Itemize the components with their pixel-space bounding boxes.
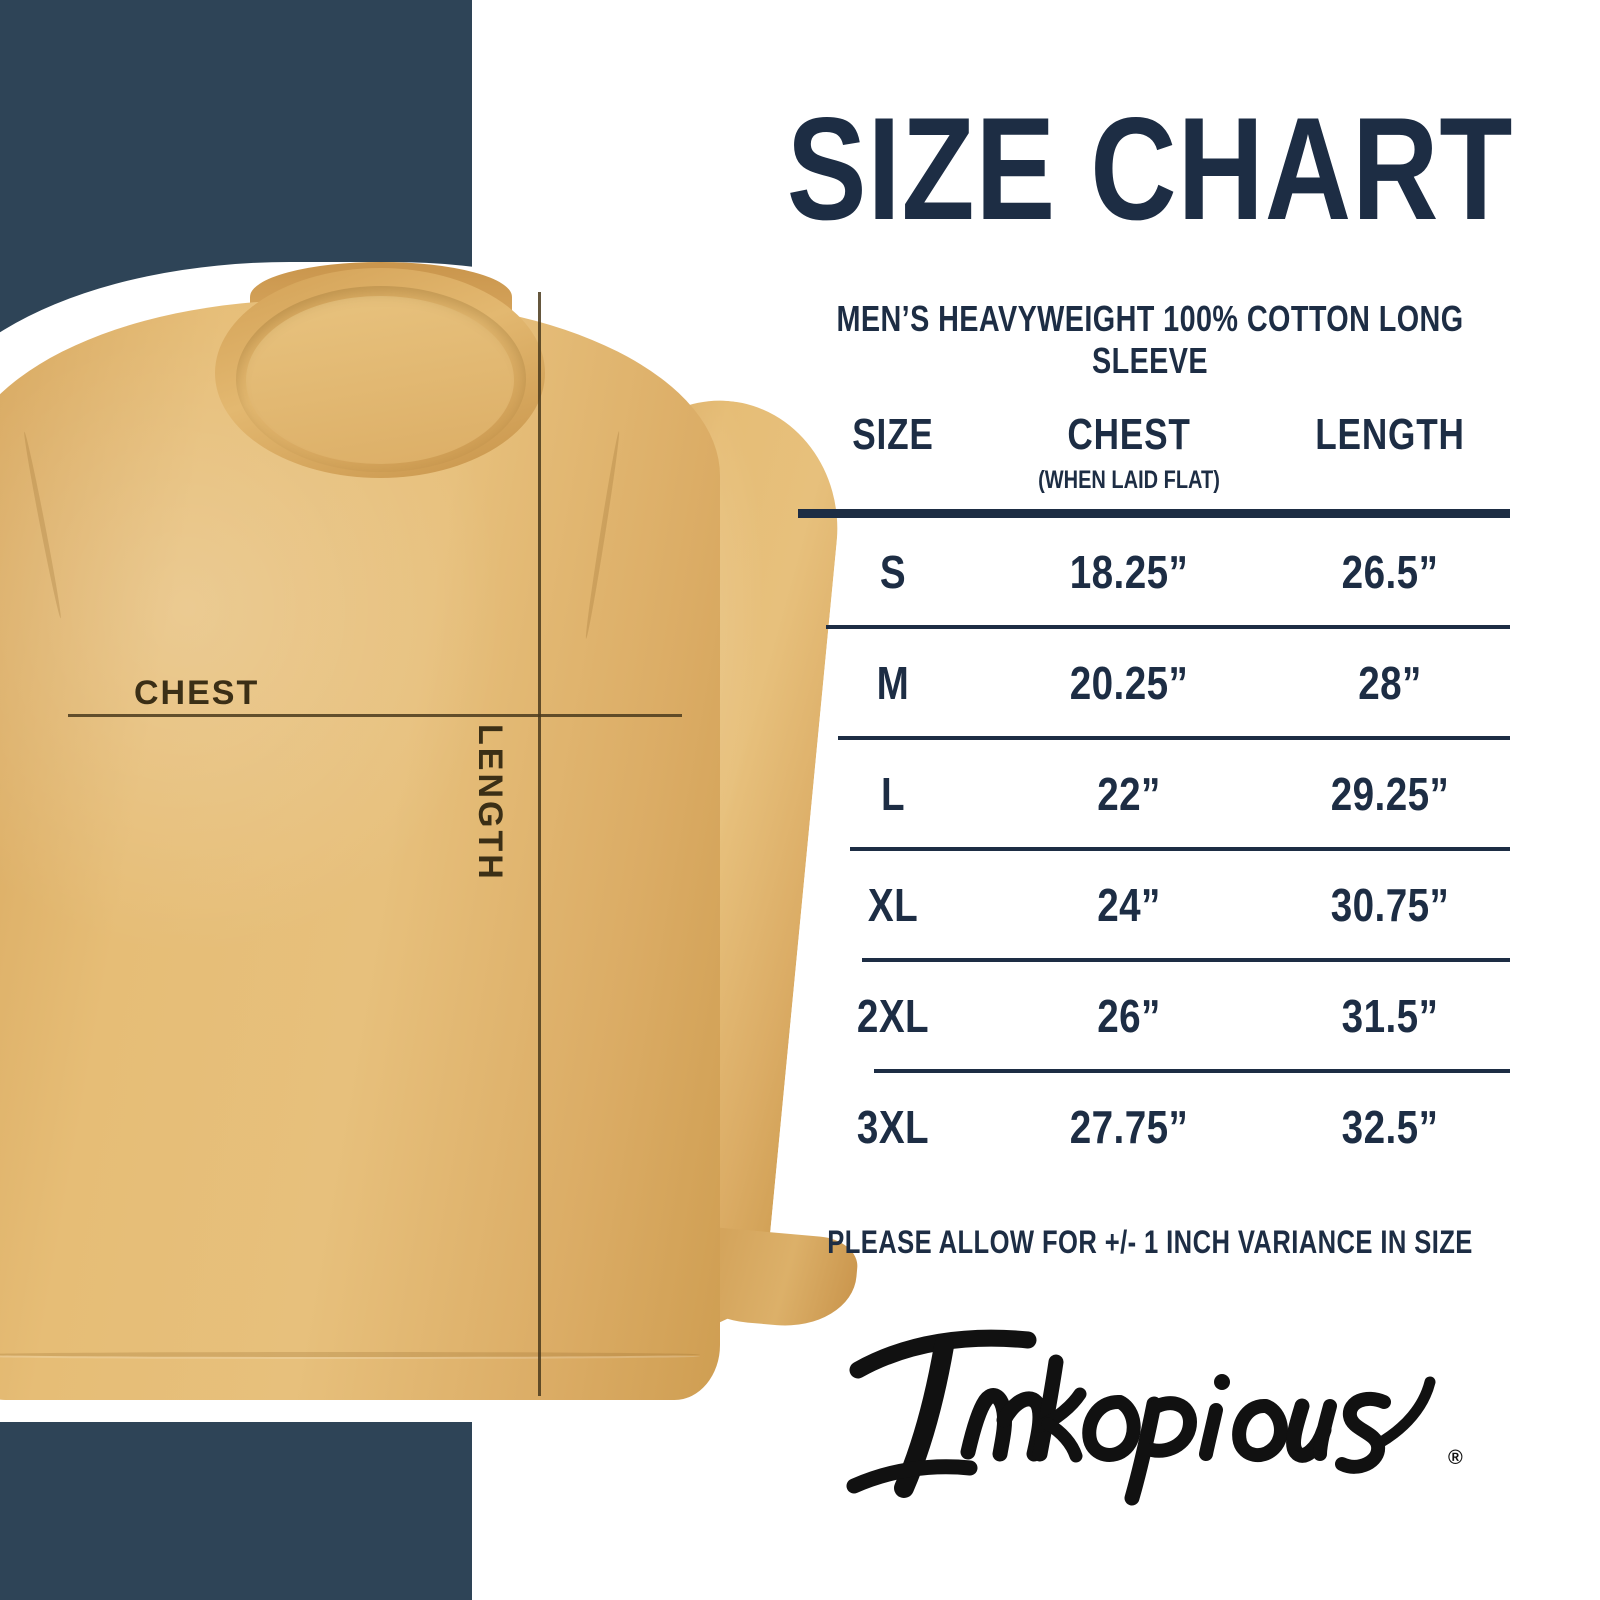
size-chart-table: SIZE CHEST (WHEN LAID FLAT) LENGTH S 18.… — [798, 410, 1510, 1180]
cell-length: 28” — [1358, 656, 1422, 709]
cell-length: 32.5” — [1341, 1100, 1439, 1153]
cell-length: 31.5” — [1341, 989, 1439, 1042]
shirt-collar-opening — [246, 296, 514, 464]
shirt-torso — [0, 300, 720, 1400]
row-divider — [850, 847, 1510, 851]
column-header-size: SIZE — [852, 410, 934, 459]
column-header-chest-sublabel: (WHEN LAID FLAT) — [1038, 466, 1220, 494]
row-divider — [826, 625, 1510, 629]
cell-chest: 27.75” — [1069, 1100, 1189, 1153]
column-header-chest-label: CHEST — [1067, 410, 1191, 459]
shirt-collar-shadow — [236, 286, 526, 472]
header-divider — [798, 509, 1510, 518]
table-row: M 20.25” 28” — [798, 629, 1510, 736]
row-divider — [874, 1069, 1510, 1073]
brand-logo: ® — [818, 1302, 1478, 1522]
cell-length: 30.75” — [1330, 878, 1450, 931]
variance-note: PLEASE ALLOW FOR +/- 1 INCH VARIANCE IN … — [827, 1224, 1473, 1260]
cell-size: S — [879, 545, 907, 598]
table-row: L 22” 29.25” — [798, 740, 1510, 847]
cell-chest: 22” — [1097, 767, 1161, 820]
row-divider — [862, 958, 1510, 962]
shirt-hem — [0, 1352, 700, 1357]
cell-chest: 20.25” — [1069, 656, 1189, 709]
cell-chest: 26” — [1097, 989, 1161, 1042]
chest-measure-label: CHEST — [134, 674, 260, 712]
column-header-length: LENGTH — [1315, 410, 1465, 459]
product-photo: CHEST LENGTH — [0, 262, 860, 1400]
cell-chest: 18.25” — [1069, 545, 1189, 598]
cell-size: 3XL — [856, 1100, 930, 1153]
table-header-row: SIZE CHEST (WHEN LAID FLAT) LENGTH — [798, 410, 1510, 495]
table-row: S 18.25” 26.5” — [798, 518, 1510, 625]
cell-length: 26.5” — [1341, 545, 1439, 598]
table-row: XL 24” 30.75” — [798, 851, 1510, 958]
table-row: 3XL 27.75” 32.5” — [798, 1073, 1510, 1180]
length-measure-label: LENGTH — [471, 724, 509, 882]
cell-size: XL — [867, 878, 919, 931]
length-measure-line — [538, 292, 541, 1396]
page-title: SIZE CHART — [786, 87, 1514, 250]
cell-size: 2XL — [856, 989, 930, 1042]
cell-size: L — [880, 767, 906, 820]
svg-text:®: ® — [1448, 1447, 1463, 1469]
table-row: 2XL 26” 31.5” — [798, 962, 1510, 1069]
column-header-chest: CHEST (WHEN LAID FLAT) — [1016, 410, 1242, 495]
cell-chest: 24” — [1097, 878, 1161, 931]
cell-size: M — [876, 656, 910, 709]
chest-measure-line — [68, 714, 682, 717]
page-subtitle: MEN’S HEAVYWEIGHT 100% COTTON LONG SLEEV… — [836, 298, 1464, 381]
chart-content-column: SIZE CHART MEN’S HEAVYWEIGHT 100% COTTON… — [700, 0, 1600, 1600]
cell-length: 29.25” — [1330, 767, 1450, 820]
row-divider — [838, 736, 1510, 740]
